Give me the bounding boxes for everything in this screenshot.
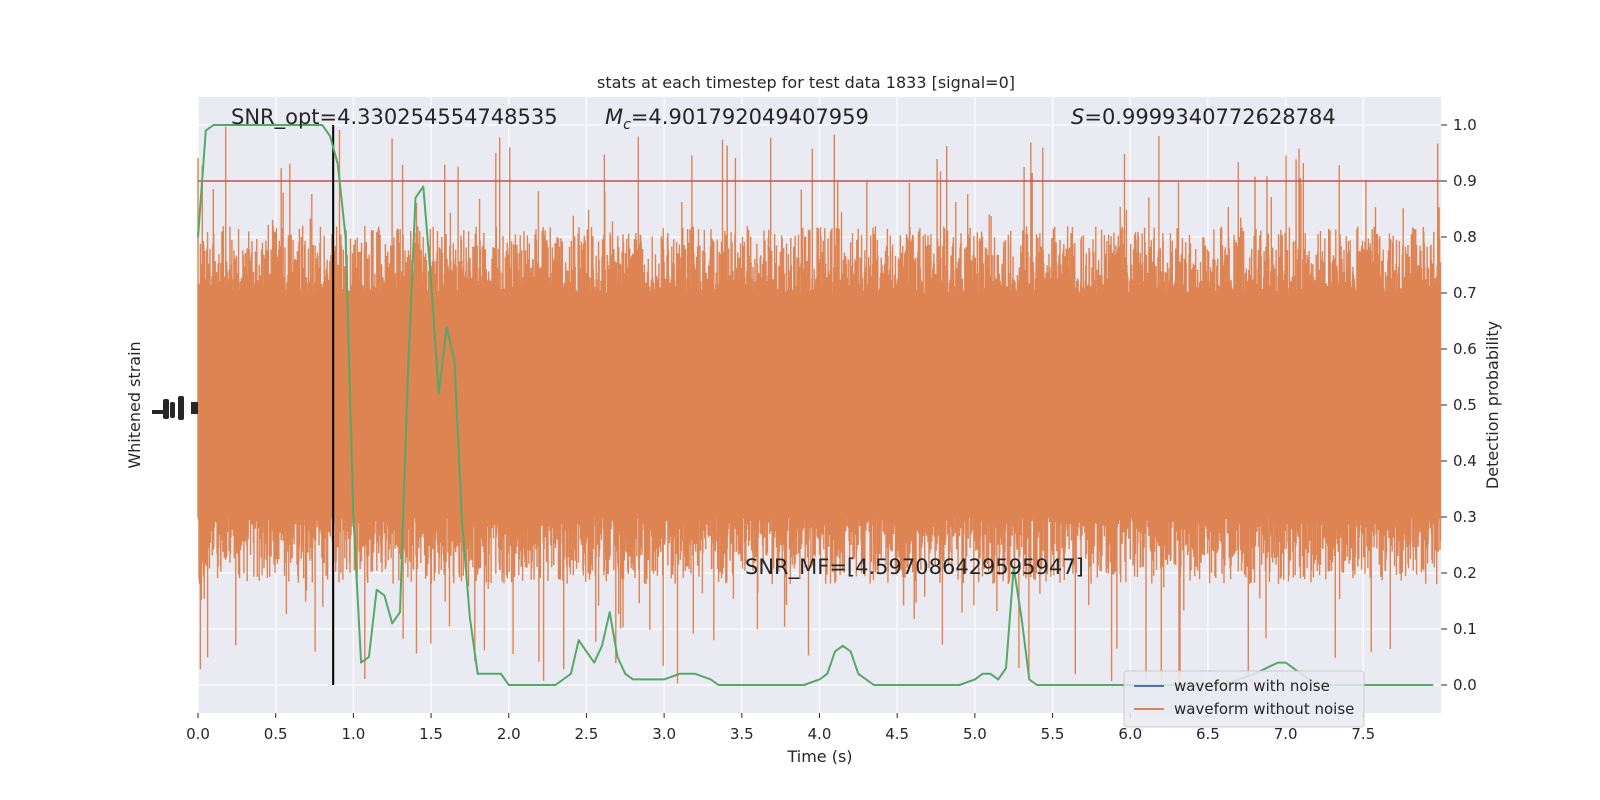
probability-line	[197, 124, 1434, 686]
y-tick-label-9: 0.9	[1453, 172, 1477, 190]
legend-label-with-noise: waveform with noise	[1174, 677, 1330, 695]
chirp-mass-annotation: Mc=4.901792049407959	[605, 105, 869, 133]
y-tick-label-4: 0.4	[1453, 452, 1477, 470]
legend-box	[1123, 670, 1365, 728]
left-axis-label: Whitened strain	[125, 341, 144, 468]
x-tick-label-15: 7.5	[1351, 725, 1375, 743]
x-tick-label-3: 1.5	[419, 725, 443, 743]
legend: waveform with noise waveform without noi…	[1123, 670, 1365, 728]
y-right-axis-ticks: 0.0 0.1 0.2 0.3 0.4 0.5 0.6 0.7 0.8 0.9 1.0	[1441, 116, 1477, 694]
x-tick-label-7: 3.5	[730, 725, 754, 743]
y-tick-label-3: 0.3	[1453, 508, 1477, 526]
y-tick-label-1: 0.1	[1453, 620, 1477, 638]
overlap-annotation: S=0.9999340772628784	[1071, 105, 1336, 129]
x-tick-label-5: 2.5	[575, 725, 599, 743]
y-tick-label-10: 1.0	[1453, 116, 1477, 134]
x-tick-label-9: 4.5	[885, 725, 909, 743]
y-tick-label-5: 0.5	[1453, 396, 1477, 414]
x-tick-label-2: 1.0	[341, 725, 365, 743]
snr-mf-annotation: SNR_MF=[4.597086429595947]	[745, 555, 1084, 580]
x-tick-label-13: 6.5	[1196, 725, 1220, 743]
noise-strain-trace	[197, 126, 1442, 685]
x-tick-label-1: 0.5	[264, 725, 288, 743]
right-axis-label: Detection probability	[1483, 321, 1502, 489]
y-tick-label-2: 0.2	[1453, 564, 1477, 582]
x-axis-label: Time (s)	[786, 747, 852, 766]
x-tick-label-11: 5.5	[1041, 725, 1065, 743]
x-axis-ticks: 0.0 0.5 1.0 1.5 2.0 2.5 3.0 3.5 4.0 4.5 5.0 5.5 6.0 6…	[186, 713, 1375, 743]
y-tick-label-6: 0.6	[1453, 340, 1477, 358]
chart-title: stats at each timestep for test data 183…	[597, 73, 1015, 92]
x-tick-label-8: 4.0	[808, 725, 832, 743]
x-tick-label-0: 0.0	[186, 725, 210, 743]
y-tick-label-7: 0.7	[1453, 284, 1477, 302]
x-tick-label-6: 3.0	[652, 725, 676, 743]
x-tick-label-12: 6.0	[1118, 725, 1142, 743]
left-axis-overlapping-ticks	[152, 396, 198, 420]
legend-label-without-noise: waveform without noise	[1174, 700, 1354, 718]
x-tick-label-14: 7.0	[1274, 725, 1298, 743]
series-detection-probability	[197, 124, 1434, 686]
y-tick-label-8: 0.8	[1453, 228, 1477, 246]
snr-opt-annotation: SNR_opt=4.330254554748535	[231, 105, 558, 130]
x-tick-label-4: 2.0	[497, 725, 521, 743]
y-tick-label-0: 0.0	[1453, 676, 1477, 694]
x-tick-label-10: 5.0	[963, 725, 987, 743]
